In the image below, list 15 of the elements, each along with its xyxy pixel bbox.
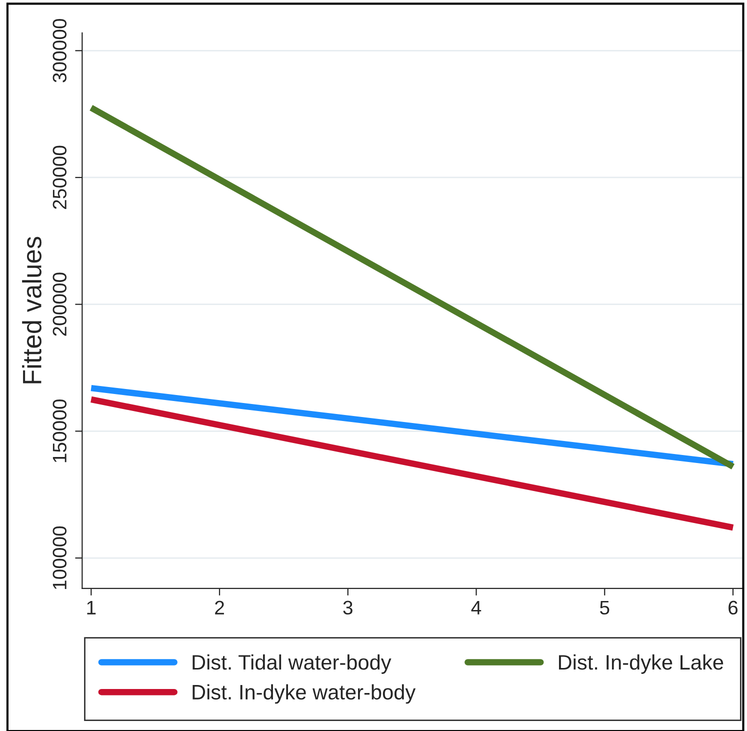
x-tick-label: 5 (600, 600, 610, 615)
y-tick-label: 200000 (52, 272, 67, 336)
y-tick-label: 300000 (52, 18, 67, 82)
x-tick-label: 4 (471, 600, 482, 614)
legend-label: Dist. In-dyke water-body (192, 684, 416, 704)
x-tick-label: 2 (215, 600, 224, 614)
x-tick-label: 6 (728, 600, 738, 615)
y-tick-label: 100000 (52, 526, 67, 589)
x-tick-label: 3 (343, 600, 352, 615)
y-tick-label: 150000 (52, 399, 67, 462)
legend-label: Dist. In-dyke Lake (558, 654, 724, 674)
x-tick-label: 1 (87, 600, 96, 614)
y-tick-label: 250000 (52, 146, 67, 209)
y-axis-title: Fitted values (22, 236, 42, 384)
legend-label: Dist. Tidal water-body (192, 654, 392, 674)
